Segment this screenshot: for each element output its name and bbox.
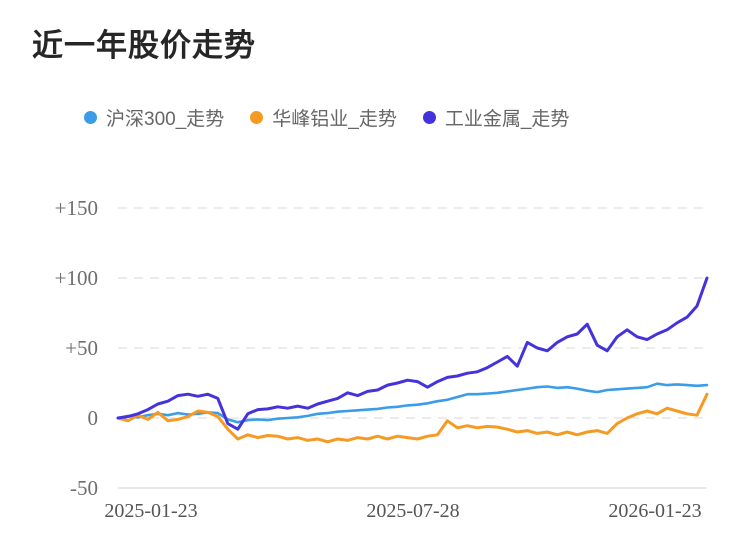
y-axis-tick-label: 0 xyxy=(87,406,99,430)
chart-title: 近一年股价走势 xyxy=(32,28,256,63)
y-axis-tick-label: +50 xyxy=(65,336,98,360)
x-axis-tick-label: 2025-01-23 xyxy=(104,500,198,522)
legend-label: 沪深300_走势 xyxy=(106,109,225,130)
series-line-1 xyxy=(116,392,709,444)
legend-dot-icon xyxy=(250,111,264,124)
series-line-2 xyxy=(116,276,709,431)
legend-item-huafeng[interactable]: 华峰铝业_走势 xyxy=(250,104,397,131)
legend-label: 工业金属_走势 xyxy=(444,109,570,130)
legend-dot-icon xyxy=(84,111,97,124)
y-axis-tick-label: -50 xyxy=(70,476,98,500)
legend-dot-icon xyxy=(422,111,436,124)
chart-legend: 沪深300_走势 华峰铝业_走势 工业金属_走势 xyxy=(84,104,569,131)
legend-item-hs300[interactable]: 沪深300_走势 xyxy=(84,104,224,131)
x-axis-tick-label: 2026-01-23 xyxy=(608,500,702,522)
y-axis-tick-label: +150 xyxy=(54,196,98,220)
legend-label: 华峰铝业_走势 xyxy=(272,109,397,130)
x-axis-tick-label: 2025-07-28 xyxy=(366,500,460,522)
legend-item-industrial-metal[interactable]: 工业金属_走势 xyxy=(422,104,570,131)
y-axis-tick-label: +100 xyxy=(54,266,98,290)
series-line-0 xyxy=(116,382,709,424)
